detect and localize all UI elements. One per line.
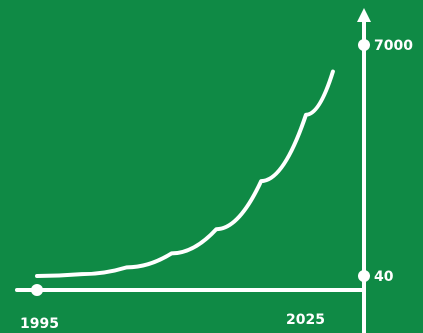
- y-tick-label-7000: 7000: [374, 38, 413, 54]
- x-tick-label-1995: 1995: [20, 316, 59, 332]
- y-axis-marker-7000: [358, 39, 370, 51]
- x-tick-label-2025: 2025: [286, 312, 325, 328]
- series-line: [35, 69, 335, 278]
- y-axis-marker-40: [358, 270, 370, 282]
- y-tick-label-40: 40: [374, 269, 394, 285]
- y-axis-arrow-icon: [357, 8, 371, 22]
- x-axis-origin-marker: [31, 284, 43, 296]
